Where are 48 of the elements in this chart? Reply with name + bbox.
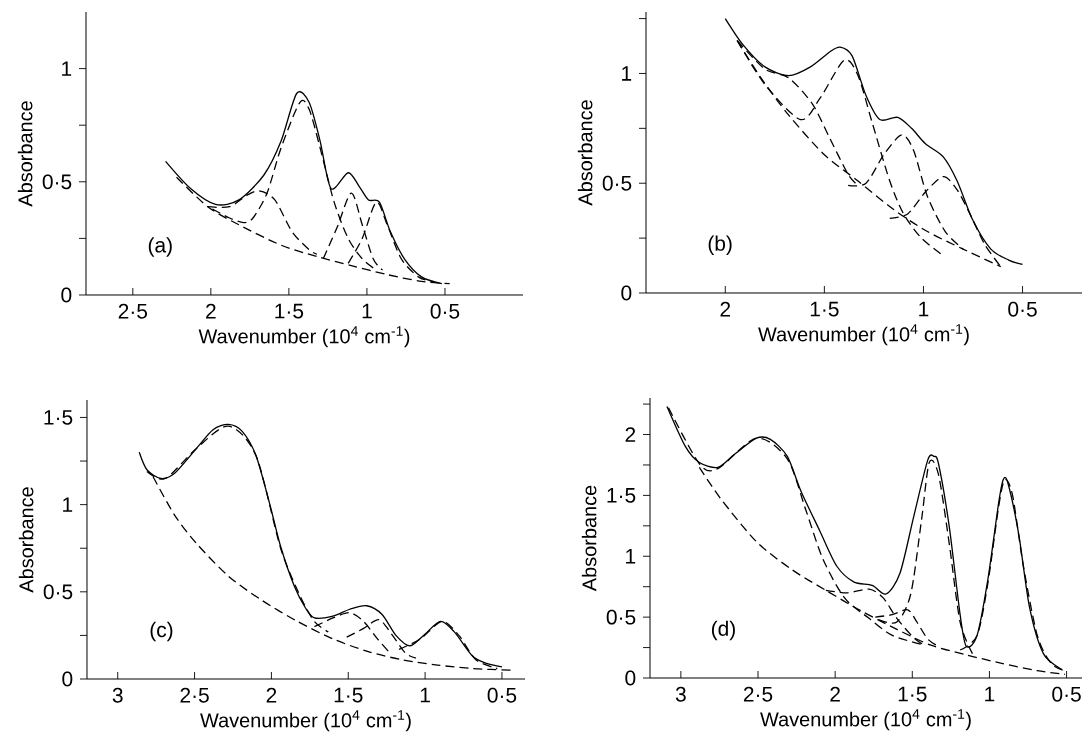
x-tick-label: 2·5: [743, 686, 773, 702]
y-tick-label: 1: [626, 549, 636, 564]
annotation: (a): [148, 237, 172, 257]
x-tick-label: 1: [985, 686, 995, 702]
x-tick-label: 1: [362, 303, 372, 319]
x-tick-label: 1·5: [275, 303, 304, 319]
x-tick-label: 1: [919, 301, 929, 317]
x-tick-label: 3: [675, 686, 686, 702]
annotation: (b): [708, 235, 732, 255]
y-tick-label: 0·5: [606, 609, 636, 625]
y-tick-label: 2: [625, 427, 636, 442]
y-tick-label: 1: [62, 61, 72, 76]
y-axis-title: Absorbance: [18, 487, 34, 593]
x-tick-label: 2: [830, 686, 840, 702]
x-tick-label: 0·5: [487, 687, 517, 703]
y-axis-title: Absorbance: [17, 101, 33, 207]
x-axis-title: Wavenumber (10$^{4}$ cm$^{-1}$): [198, 326, 410, 348]
y-tick-label: 0: [62, 671, 73, 687]
x-axis-title: Wavenumber (10$^{4}$ cm$^{-1}$): [200, 710, 411, 732]
y-tick-label: 0·5: [43, 584, 73, 600]
x-tick-label: 0·5: [1008, 301, 1037, 317]
y-tick-label: 1·5: [607, 488, 636, 503]
y-axis-title: Absorbance: [577, 100, 593, 206]
x-tick-label: 0·5: [430, 303, 460, 319]
y-tick-label: 1: [622, 66, 632, 81]
x-tick-label: 1·5: [810, 301, 839, 317]
x-axis-title: Wavenumber (10$^{4}$ cm$^{-1}$): [758, 324, 969, 346]
y-tick-label: 0·5: [602, 175, 632, 191]
x-tick-label: 2: [266, 687, 277, 703]
annotation: (c): [150, 621, 173, 642]
x-tick-label: 2: [206, 303, 216, 319]
x-tick-label: 2·5: [180, 687, 209, 703]
y-tick-label: 0: [625, 670, 636, 686]
x-axis-title: Wavenumber (10$^{4}$ cm$^{-1}$): [760, 709, 971, 731]
y-tick-label: 0: [61, 287, 72, 303]
y-tick-label: 0·5: [42, 174, 72, 190]
x-tick-label: 0·5: [1052, 686, 1081, 702]
x-tick-label: 1·5: [334, 687, 363, 703]
y-axis-title: Absorbance: [581, 485, 597, 592]
x-tick-label: 3: [112, 687, 123, 703]
x-tick-label: 1: [420, 687, 430, 703]
y-tick-label: 0: [621, 285, 632, 301]
y-tick-label: 1·5: [44, 410, 73, 425]
x-tick-label: 2: [720, 301, 731, 317]
x-tick-label: 1·5: [898, 686, 927, 702]
y-tick-label: 1: [63, 497, 73, 512]
x-tick-label: 2·5: [118, 303, 148, 319]
annotation: (d): [711, 620, 735, 641]
